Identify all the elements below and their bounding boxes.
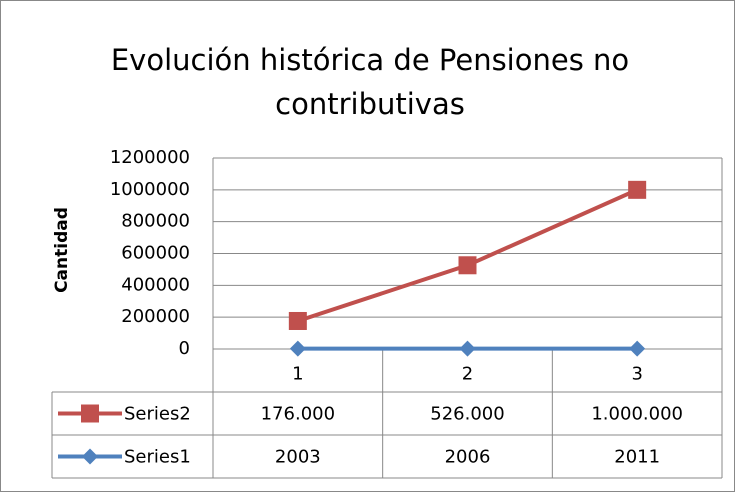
marker <box>628 180 647 199</box>
y-axis-label: Cantidad <box>52 207 72 293</box>
y-tick-label: 800000 <box>121 211 190 232</box>
marker <box>288 311 307 330</box>
table-value: 2006 <box>445 447 491 468</box>
marker <box>629 340 646 357</box>
marker <box>82 448 98 465</box>
x-tick-label: 2 <box>462 364 473 385</box>
chart-title: Evolución histórica de Pensiones no cont… <box>110 43 630 121</box>
y-tick-label: 0 <box>179 338 190 359</box>
x-tick-label: 3 <box>631 364 642 385</box>
table-value: 526.000 <box>430 404 504 425</box>
x-tick-label: 1 <box>292 364 303 385</box>
legend-label: Series2 <box>124 404 191 425</box>
marker <box>81 404 99 423</box>
y-tick-label: 400000 <box>121 274 190 295</box>
y-tick-label: 1200000 <box>110 147 190 168</box>
marker <box>459 340 476 357</box>
legend-label: Series1 <box>124 447 191 468</box>
table-value: 2003 <box>275 447 321 468</box>
y-tick-label: 1000000 <box>110 179 190 200</box>
y-tick-label: 600000 <box>121 243 190 264</box>
table-value: 176.000 <box>261 404 335 425</box>
table-value: 2011 <box>614 447 660 468</box>
table-value: 1.000.000 <box>591 404 683 425</box>
marker <box>289 340 306 357</box>
y-tick-label: 200000 <box>121 306 190 327</box>
marker <box>458 256 477 275</box>
